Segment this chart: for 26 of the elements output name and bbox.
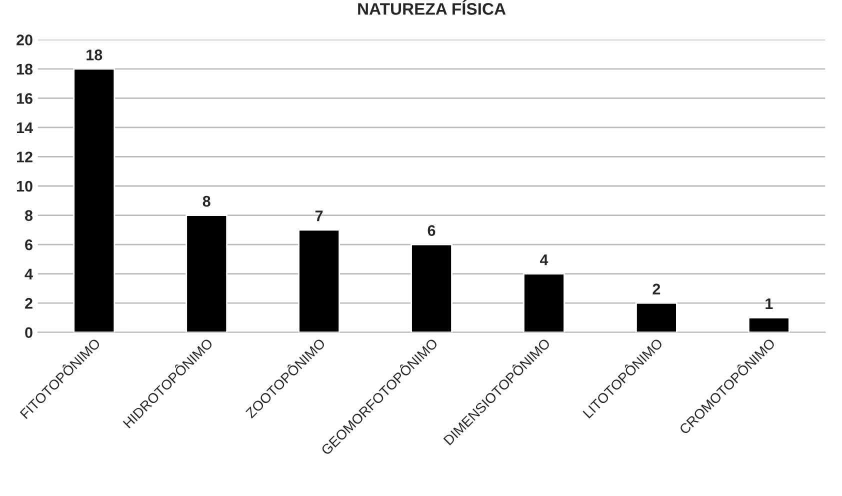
data-label: 1 [766, 298, 773, 309]
chart-title: NATUREZA FÍSICA [358, 0, 506, 15]
y-tick-label: 0 [25, 327, 32, 338]
data-label: 7 [315, 210, 323, 222]
data-label: 18 [86, 50, 102, 60]
bar [410, 244, 452, 332]
data-label: 8 [202, 196, 210, 207]
y-tick-label: 10 [17, 180, 32, 192]
y-tick-label: 12 [17, 152, 32, 162]
bar [748, 316, 790, 332]
data-label: 2 [652, 284, 660, 294]
y-tick-label: 20 [16, 34, 32, 46]
bar [636, 302, 678, 332]
y-tick-label: 18 [17, 64, 33, 75]
data-label: 4 [540, 254, 548, 266]
y-tick-label: 14 [17, 122, 33, 134]
data-label: 6 [428, 225, 436, 236]
y-tick-label: 2 [25, 298, 32, 309]
y-tick-label: 6 [25, 239, 32, 250]
y-tick-label: 8 [25, 210, 33, 221]
y-tick-label: 16 [17, 93, 32, 104]
y-tick-label: 4 [24, 268, 33, 280]
bar [523, 273, 565, 332]
bar [186, 214, 228, 332]
bar [73, 68, 116, 332]
bar [298, 229, 340, 332]
